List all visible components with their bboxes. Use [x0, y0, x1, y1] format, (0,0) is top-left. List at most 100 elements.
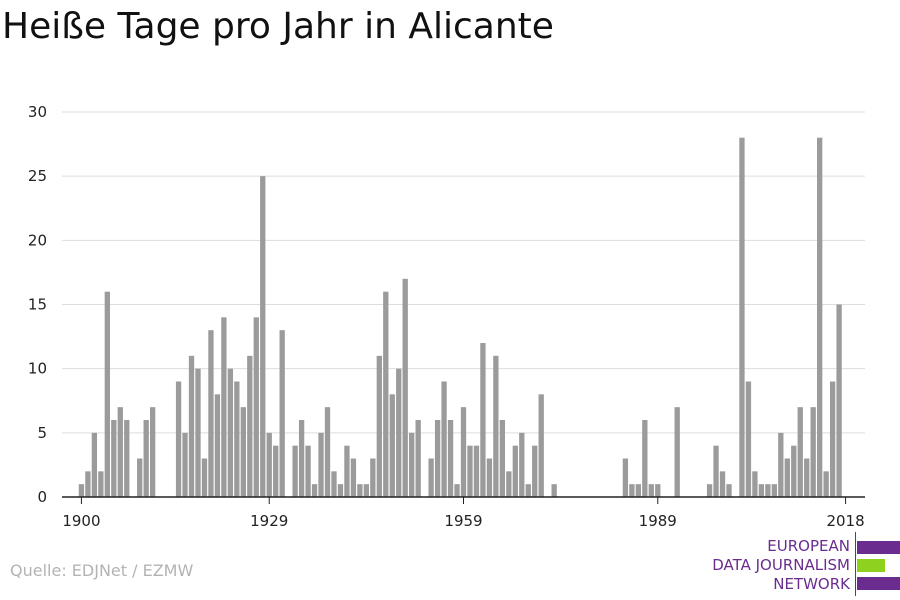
- bar-1921: [214, 394, 221, 497]
- bars: [78, 137, 842, 497]
- bar-1923: [227, 368, 234, 497]
- bar-1938: [324, 407, 331, 497]
- bar-2002: [739, 137, 745, 497]
- bar-1950: [402, 278, 408, 497]
- bar-2003: [745, 381, 752, 497]
- x-tick-label: 1929: [250, 512, 288, 530]
- bar-1969: [525, 484, 531, 497]
- bar-2009: [784, 458, 790, 497]
- bar-1971: [538, 394, 544, 497]
- bar-2015: [823, 471, 829, 497]
- y-tick-label: 25: [28, 167, 47, 185]
- bar-1970: [532, 445, 538, 497]
- bar-1904: [104, 291, 110, 497]
- bar-2010: [791, 445, 797, 497]
- bar-1986: [635, 484, 642, 497]
- bar-1917: [188, 355, 195, 497]
- bar-1910: [143, 420, 149, 497]
- bar-1924: [234, 381, 240, 497]
- edjnet-logo: EUROPEAN DATA JOURNALISM NETWORK: [707, 532, 900, 596]
- bar-1957: [447, 420, 454, 497]
- bar-1973: [551, 484, 557, 497]
- bar-1962: [480, 343, 486, 497]
- bar-2005: [758, 484, 765, 497]
- bar-2016: [829, 381, 836, 497]
- bar-1956: [441, 381, 447, 497]
- bar-1918: [195, 368, 201, 497]
- logo-line-european: EUROPEAN: [767, 537, 850, 555]
- bar-1963: [486, 458, 493, 497]
- bar-1999: [719, 471, 726, 497]
- bar-1922: [221, 317, 227, 497]
- bar-1909: [137, 458, 143, 497]
- bar-1944: [363, 484, 370, 497]
- bar-1952: [415, 420, 421, 497]
- bar-2007: [771, 484, 777, 497]
- bar-1998: [713, 445, 719, 497]
- bar-1958: [454, 484, 460, 497]
- bar-1945: [370, 458, 376, 497]
- bar-1903: [98, 471, 104, 497]
- bar-1985: [629, 484, 635, 497]
- bar-1902: [91, 432, 98, 497]
- bar-2000: [726, 484, 732, 497]
- bar-1919: [201, 458, 208, 497]
- bar-1900: [78, 484, 85, 497]
- bar-2006: [765, 484, 771, 497]
- bar-1960: [467, 445, 473, 497]
- bar-1916: [182, 432, 188, 497]
- bar-2014: [817, 137, 823, 497]
- y-tick-label: 20: [28, 231, 47, 249]
- bar-1935: [305, 445, 311, 497]
- y-tick-label: 5: [37, 424, 47, 442]
- bar-1984: [622, 458, 629, 497]
- bar-1949: [396, 368, 402, 497]
- x-tick-label: 2018: [826, 512, 864, 530]
- bar-1997: [706, 484, 713, 497]
- bar-1905: [111, 420, 117, 497]
- bar-1941: [344, 445, 350, 497]
- bar-1937: [318, 432, 324, 497]
- bar-2013: [810, 407, 816, 497]
- bar-1946: [376, 355, 382, 497]
- bar-1931: [279, 330, 285, 497]
- bar-1964: [493, 355, 499, 497]
- bar-1933: [292, 445, 298, 497]
- bar-2004: [752, 471, 758, 497]
- bar-2017: [836, 304, 842, 497]
- logo-bar-green: [857, 559, 885, 572]
- bar-1992: [674, 407, 680, 497]
- bar-1928: [260, 176, 266, 497]
- bar-1987: [642, 420, 648, 497]
- bar-1965: [499, 420, 506, 497]
- bar-1951: [409, 432, 415, 497]
- x-axis-ticks: 1900 1929 1959 1989 2018: [62, 497, 865, 530]
- logo-divider: [855, 532, 856, 596]
- logo-line-network: NETWORK: [773, 575, 850, 593]
- bar-2008: [778, 432, 784, 497]
- bar-1939: [331, 471, 337, 497]
- bar-2012: [804, 458, 810, 497]
- bar-1955: [434, 420, 441, 497]
- bar-1929: [266, 432, 272, 497]
- bar-1907: [124, 420, 130, 497]
- bar-1954: [428, 458, 434, 497]
- bar-1959: [460, 407, 467, 497]
- bar-1926: [247, 355, 253, 497]
- bar-1988: [648, 484, 654, 497]
- y-tick-label: 15: [28, 296, 47, 314]
- bar-1989: [655, 484, 661, 497]
- x-tick-label: 1989: [639, 512, 677, 530]
- bar-1961: [473, 445, 480, 497]
- bar-1967: [512, 445, 518, 497]
- bar-1966: [506, 471, 512, 497]
- logo-line-data-journalism: DATA JOURNALISM: [712, 556, 850, 574]
- bar-1942: [350, 458, 357, 497]
- bar-1920: [208, 330, 214, 497]
- bar-1936: [311, 484, 318, 497]
- logo-bar-purple-bottom: [857, 577, 900, 590]
- x-tick-label: 1900: [62, 512, 100, 530]
- x-tick-label: 1959: [444, 512, 482, 530]
- y-tick-label: 10: [28, 360, 47, 378]
- source-note: Quelle: EDJNet / EZMW: [10, 561, 194, 580]
